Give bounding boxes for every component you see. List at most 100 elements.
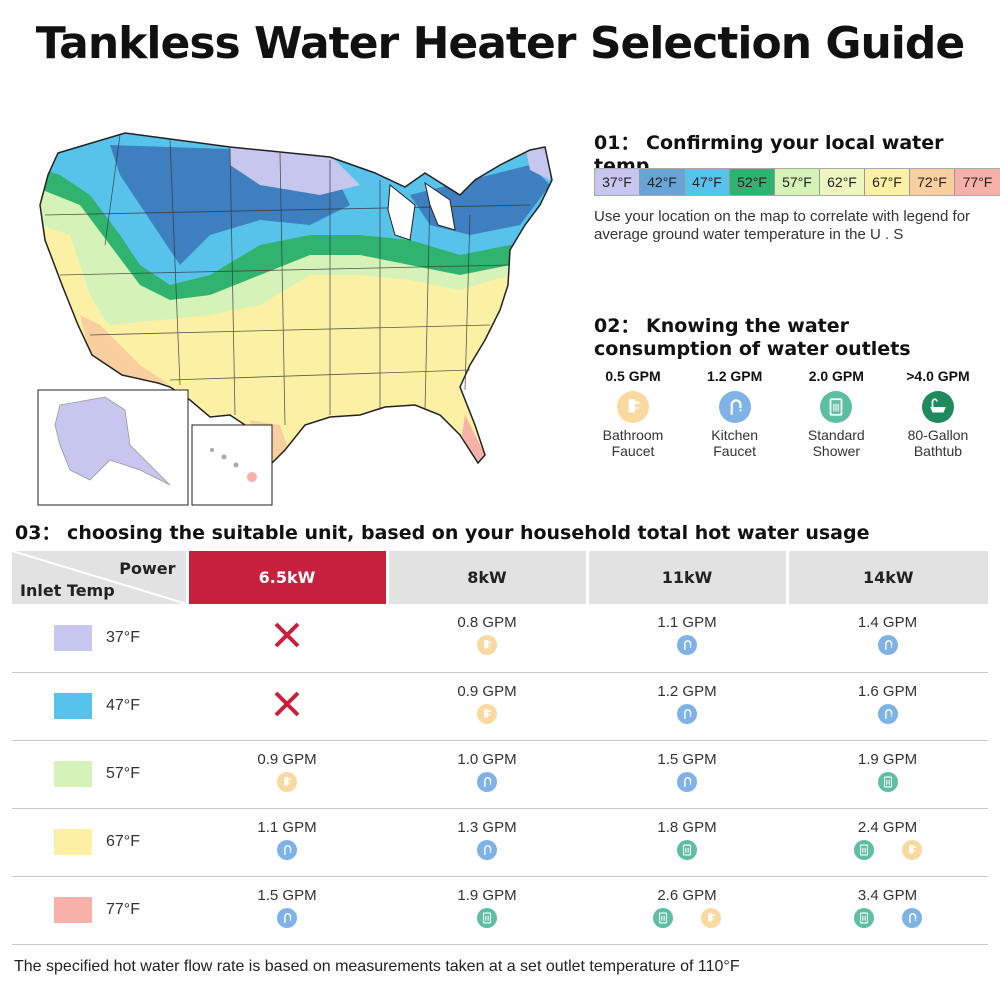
outlet-item: 0.5 GPM Bathroom Faucet <box>588 368 678 459</box>
outlet-icons <box>587 771 787 792</box>
table-row: 77°F 1.5 GPM 1.9 GPM 2.6 GPM 3.4 GPM <box>12 876 988 945</box>
outlet-icons <box>387 703 587 724</box>
bathtub-icon <box>921 391 954 423</box>
flow-rate-cell: 1.9 GPM <box>787 740 988 809</box>
flow-rate-cell: 0.8 GPM <box>387 604 587 673</box>
flow-rate-value: 0.8 GPM <box>457 614 517 631</box>
flow-rate-value: 1.3 GPM <box>457 818 517 836</box>
outlet-icons <box>787 635 988 655</box>
legend-swatch: 62°F <box>820 169 865 195</box>
flow-rate-value: 1.8 GPM <box>657 818 717 836</box>
legend-swatch: 37°F <box>595 169 640 195</box>
diagonal-divider <box>12 551 187 604</box>
outlet-icons <box>787 771 988 792</box>
inlet-temp-cell: 67°F <box>12 808 187 877</box>
outlet-icons <box>587 703 787 724</box>
kitchen-faucet-icon <box>277 907 297 928</box>
temp-label: 77°F <box>106 901 140 918</box>
selection-table: Power Inlet Temp 6.5kW 8kW 11kW 14kW 37°… <box>12 551 988 945</box>
flow-rate-cell: 1.0 GPM <box>387 740 587 809</box>
outlet-icons <box>387 839 587 860</box>
shower-icon <box>820 391 853 423</box>
outlet-icons <box>787 907 988 928</box>
kitchen-faucet-icon <box>677 703 697 724</box>
flow-rate-value: 3.4 GPM <box>857 886 918 904</box>
kitchen-faucet-icon <box>477 771 497 792</box>
shower-icon <box>853 907 874 928</box>
flow-rate-cell: 1.5 GPM <box>587 740 787 809</box>
outlet-label: Standard Shower <box>807 427 865 459</box>
shower-icon <box>477 907 497 928</box>
flow-rate-cell <box>187 672 387 741</box>
flow-rate-value: 1.4 GPM <box>857 614 918 631</box>
inlet-temp-cell: 47°F <box>12 672 187 741</box>
flow-rate-value: 1.1 GPM <box>257 818 317 836</box>
flow-rate-value: 1.2 GPM <box>657 682 717 700</box>
legend-swatch: 67°F <box>865 169 910 195</box>
outlet-icons <box>187 771 387 792</box>
outlet-icons <box>587 839 787 860</box>
kitchen-faucet-icon <box>677 635 697 655</box>
outlet-gpm: 1.2 GPM <box>707 368 763 384</box>
bathroom-faucet-icon <box>617 391 649 423</box>
not-supported-icon <box>272 620 302 654</box>
temp-swatch <box>54 624 92 651</box>
flow-rate-value: 1.0 GPM <box>457 750 517 768</box>
not-supported-icon <box>272 689 302 723</box>
legend-swatch: 77°F <box>955 169 1000 195</box>
flow-rate-value: 1.9 GPM <box>457 886 517 904</box>
shower-icon <box>653 907 673 928</box>
table-row: 57°F 0.9 GPM 1.0 GPM 1.5 GPM 1.9 GPM <box>12 740 988 809</box>
temp-label: 47°F <box>106 697 140 714</box>
inlet-temp-header-label: Inlet Temp <box>20 581 115 600</box>
flow-rate-value: 1.5 GPM <box>657 750 717 768</box>
legend-swatch: 47°F <box>685 169 730 195</box>
shower-icon <box>853 839 874 860</box>
kitchen-faucet-icon <box>677 771 697 792</box>
flow-rate-value: 0.9 GPM <box>457 682 517 700</box>
kitchen-faucet-icon <box>477 839 497 860</box>
outlet-icons <box>787 839 988 860</box>
water-outlets-list: 0.5 GPM Bathroom Faucet 1.2 GPM Kitchen Fauce… <box>588 368 983 459</box>
flow-rate-cell: 1.8 GPM <box>587 808 787 877</box>
kitchen-faucet-icon <box>877 635 898 655</box>
flow-rate-cell: 1.2 GPM <box>587 672 787 741</box>
flow-rate-cell: 1.3 GPM <box>387 808 587 877</box>
temp-swatch <box>54 693 92 719</box>
outlet-item: >4.0 GPM 80-Gallon Bathtub <box>893 368 983 459</box>
legend-swatch: 52°F <box>730 169 775 195</box>
kitchen-faucet-icon <box>277 839 297 860</box>
flow-rate-cell: 1.5 GPM <box>187 876 387 945</box>
inlet-temp-cell: 77°F <box>12 876 187 945</box>
table-row: 47°F 0.9 GPM 1.2 GPM 1.6 GPM <box>12 672 988 741</box>
temperature-legend: 37°F 42°F 47°F 52°F 57°F 62°F 67°F 72°F 77°F <box>594 168 1000 196</box>
outlet-gpm: 2.0 GPM <box>808 368 864 384</box>
outlet-icons <box>587 635 787 655</box>
outlet-icons <box>387 635 587 655</box>
outlet-label: Bathroom Faucet <box>602 427 664 459</box>
temp-label: 37°F <box>106 628 140 646</box>
flow-rate-cell: 1.6 GPM <box>787 672 988 741</box>
flow-rate-cell: 1.4 GPM <box>787 604 988 673</box>
temp-swatch <box>54 829 92 855</box>
legend-swatch: 42°F <box>640 169 685 195</box>
flow-rate-value: 1.1 GPM <box>657 614 717 631</box>
flow-rate-value: 2.4 GPM <box>857 818 918 836</box>
shower-icon <box>677 839 697 860</box>
bathroom-faucet-icon <box>901 839 922 860</box>
outlet-gpm: >4.0 GPM <box>906 368 970 384</box>
temp-label: 57°F <box>106 765 140 782</box>
table-row: 37°F 0.8 GPM 1.1 GPM 1.4 GPM <box>12 604 988 673</box>
flow-rate-cell: 1.1 GPM <box>187 808 387 877</box>
column-header-14kw: 14kW <box>785 551 988 604</box>
page-title: Tankless Water Heater Selection Guide <box>35 18 965 69</box>
inlet-temp-cell: 37°F <box>12 604 187 673</box>
temp-swatch <box>54 897 92 923</box>
outlet-item: 1.2 GPM Kitchen Faucet <box>690 368 780 459</box>
legend-swatch: 72°F <box>910 169 955 195</box>
section3-heading: 03： choosing the suitable unit, based on… <box>15 522 870 544</box>
flow-rate-cell: 0.9 GPM <box>187 740 387 809</box>
column-header-11kw: 11kW <box>585 551 787 604</box>
outlet-label: 80-Gallon Bathtub <box>907 427 969 459</box>
flow-rate-value: 2.6 GPM <box>657 886 717 904</box>
